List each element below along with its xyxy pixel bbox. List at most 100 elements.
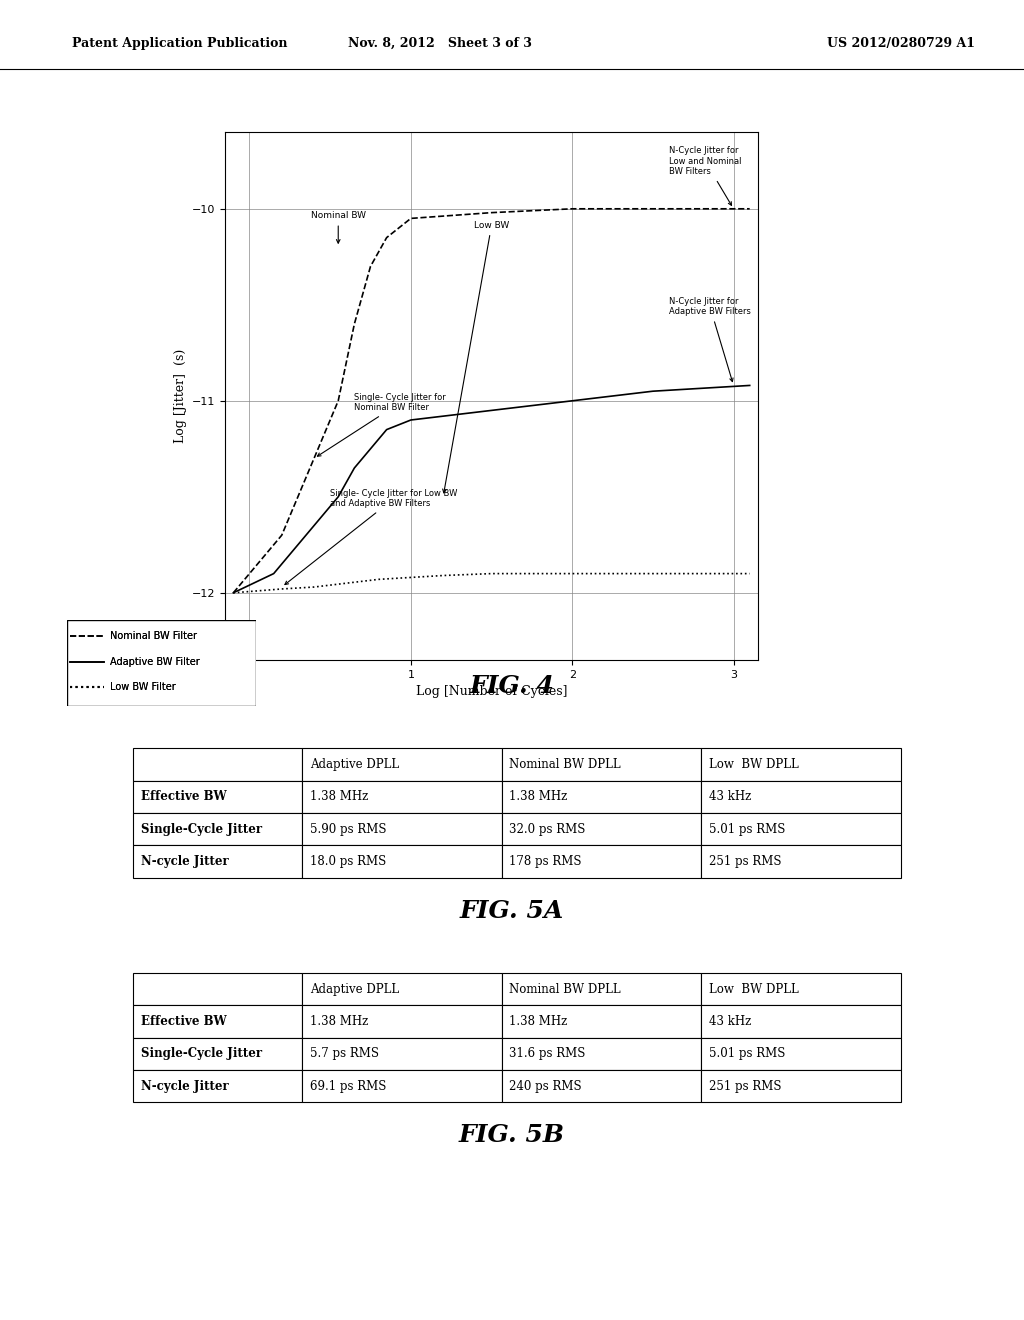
Nominal BW Filter [647, 201, 659, 216]
Nominal BW Filter [227, 585, 240, 601]
Nominal BW Filter [404, 210, 417, 226]
Low BW Filter [404, 569, 417, 585]
Low BW Filter [275, 581, 288, 597]
Bar [302, 813, 502, 845]
Text: 5.90 ps RMS: 5.90 ps RMS [309, 822, 386, 836]
Bar [133, 1038, 302, 1069]
Text: Single- Cycle Jitter for
Nominal BW Filter: Single- Cycle Jitter for Nominal BW Filt… [317, 393, 446, 457]
Nominal BW Filter [348, 315, 360, 331]
Text: US 2012/0280729 A1: US 2012/0280729 A1 [827, 37, 975, 50]
Adaptive BW Filter [647, 383, 659, 399]
Text: Low BW Filter: Low BW Filter [111, 682, 176, 692]
Low BW Filter [743, 566, 756, 582]
Adaptive BW Filter [743, 378, 756, 393]
Nominal BW Filter [566, 201, 579, 216]
Nominal BW Filter [275, 527, 288, 543]
Text: FIG. 5B: FIG. 5B [459, 1123, 565, 1147]
Low BW Filter [227, 585, 240, 601]
Y-axis label: Log [Jitter]  (s): Log [Jitter] (s) [173, 348, 186, 444]
Text: Nov. 8, 2012   Sheet 3 of 3: Nov. 8, 2012 Sheet 3 of 3 [348, 37, 532, 50]
Low BW Filter [647, 566, 659, 582]
Bar [502, 1038, 701, 1069]
Line: Adaptive BW Filter: Adaptive BW Filter [233, 385, 750, 593]
Bar [701, 1069, 901, 1102]
Text: Nominal BW: Nominal BW [310, 211, 366, 243]
Bar [502, 1006, 701, 1038]
Text: Single-Cycle Jitter: Single-Cycle Jitter [141, 822, 262, 836]
Bar [133, 845, 302, 878]
Text: Nominal BW DPLL: Nominal BW DPLL [510, 758, 622, 771]
Text: 5.01 ps RMS: 5.01 ps RMS [709, 1047, 785, 1060]
Text: 1.38 MHz: 1.38 MHz [309, 1015, 368, 1028]
Text: Low BW: Low BW [442, 220, 509, 492]
Text: Effective BW: Effective BW [141, 791, 226, 804]
Low BW Filter [485, 566, 498, 582]
Text: Nominal BW Filter: Nominal BW Filter [111, 631, 198, 640]
Text: Nominal BW DPLL: Nominal BW DPLL [510, 982, 622, 995]
Adaptive BW Filter [332, 488, 344, 504]
Text: 32.0 ps RMS: 32.0 ps RMS [510, 822, 586, 836]
Text: 69.1 ps RMS: 69.1 ps RMS [309, 1080, 386, 1093]
Nominal BW Filter [485, 205, 498, 220]
Text: Adaptive BW Filter: Adaptive BW Filter [111, 656, 200, 667]
Bar [701, 813, 901, 845]
Adaptive BW Filter [316, 508, 329, 524]
Text: Effective BW: Effective BW [141, 1015, 226, 1028]
Bar [701, 1006, 901, 1038]
Text: Nominal BW Filter: Nominal BW Filter [111, 631, 198, 640]
Text: 1.38 MHz: 1.38 MHz [510, 1015, 567, 1028]
Bar [302, 780, 502, 813]
Text: 251 ps RMS: 251 ps RMS [709, 1080, 781, 1093]
Bar [502, 1069, 701, 1102]
Bar [502, 780, 701, 813]
Low BW Filter [566, 566, 579, 582]
Text: N-cycle Jitter: N-cycle Jitter [141, 1080, 228, 1093]
Bar [302, 1069, 502, 1102]
Bar [701, 780, 901, 813]
Nominal BW Filter [743, 201, 756, 216]
Adaptive BW Filter [227, 585, 240, 601]
Nominal BW Filter [308, 450, 321, 466]
Line: Low BW Filter: Low BW Filter [233, 574, 750, 593]
Text: N-Cycle Jitter for
Low and Nominal
BW Filters: N-Cycle Jitter for Low and Nominal BW Fi… [669, 147, 741, 206]
Text: Single-Cycle Jitter: Single-Cycle Jitter [141, 1047, 262, 1060]
Bar [302, 748, 502, 780]
Nominal BW Filter [381, 230, 393, 246]
Text: 1.38 MHz: 1.38 MHz [510, 791, 567, 804]
Adaptive BW Filter [267, 566, 280, 582]
Low BW Filter [437, 568, 450, 583]
Line: Nominal BW Filter: Nominal BW Filter [233, 209, 750, 593]
Text: N-Cycle Jitter for
Adaptive BW Filters: N-Cycle Jitter for Adaptive BW Filters [669, 297, 751, 381]
Text: Low  BW DPLL: Low BW DPLL [709, 758, 799, 771]
Text: 31.6 ps RMS: 31.6 ps RMS [510, 1047, 586, 1060]
Text: Adaptive DPLL: Adaptive DPLL [309, 982, 399, 995]
Adaptive BW Filter [404, 412, 417, 428]
Bar [502, 845, 701, 878]
Text: FIG. 5A: FIG. 5A [460, 899, 564, 923]
Text: 5.01 ps RMS: 5.01 ps RMS [709, 822, 785, 836]
Text: Adaptive BW Filter: Adaptive BW Filter [111, 656, 200, 667]
Bar [133, 973, 302, 1006]
Text: Patent Application Publication: Patent Application Publication [72, 37, 287, 50]
Low BW Filter [373, 572, 385, 587]
Bar [133, 1006, 302, 1038]
Adaptive BW Filter [292, 537, 304, 553]
Adaptive BW Filter [348, 461, 360, 477]
Bar [302, 1006, 502, 1038]
Bar [302, 1038, 502, 1069]
Bar [502, 748, 701, 780]
Text: 43 kHz: 43 kHz [709, 1015, 752, 1028]
Text: Adaptive DPLL: Adaptive DPLL [309, 758, 399, 771]
Bar [701, 973, 901, 1006]
Text: Low BW Filter: Low BW Filter [111, 682, 176, 692]
Bar [502, 973, 701, 1006]
Nominal BW Filter [365, 259, 377, 275]
Text: FIG. 4: FIG. 4 [470, 675, 554, 698]
Bar [302, 973, 502, 1006]
Text: 43 kHz: 43 kHz [709, 791, 752, 804]
Low BW Filter [308, 579, 321, 595]
Text: 178 ps RMS: 178 ps RMS [510, 855, 582, 869]
Text: 5.7 ps RMS: 5.7 ps RMS [309, 1047, 379, 1060]
Bar [701, 1038, 901, 1069]
Bar [133, 813, 302, 845]
